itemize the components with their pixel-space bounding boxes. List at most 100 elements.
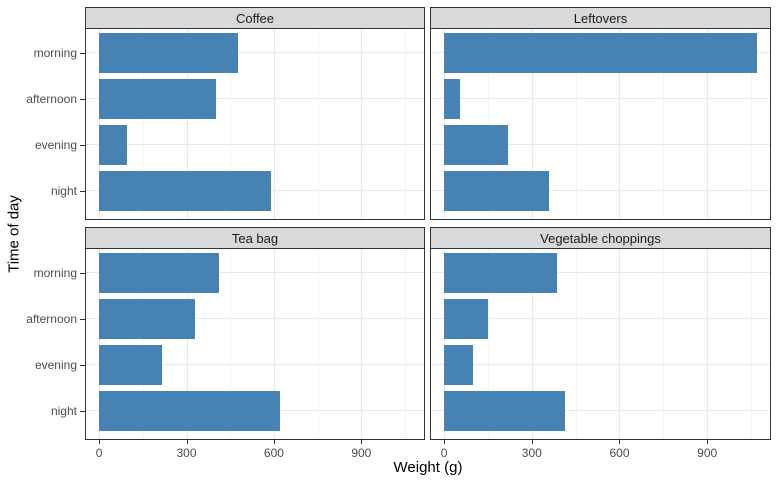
bar-coffee-afternoon [99, 78, 216, 119]
gridline-minor [575, 29, 577, 219]
gridline-minor [230, 29, 232, 219]
gridline-horizontal [431, 190, 770, 191]
facet-panel-coffee [85, 29, 425, 220]
bar-tea-bag-evening [99, 344, 162, 385]
bar-tea-bag-afternoon [99, 298, 196, 339]
facet-strip-tea-bag: Tea bag [85, 227, 425, 249]
y-tick-mark [80, 318, 85, 320]
x-tick-label: 300 [521, 446, 542, 460]
gridline-minor [405, 249, 407, 439]
x-tick-mark [444, 440, 446, 444]
y-tick-mark [80, 364, 85, 366]
gridline-minor [751, 29, 752, 219]
y-tick-mark [80, 144, 85, 146]
y-tick-label: evening [34, 137, 77, 152]
y-tick-mark [80, 272, 85, 274]
x-tick-label: 900 [697, 446, 718, 460]
facet-strip-label: Tea bag [231, 230, 279, 246]
gridline-minor [663, 29, 665, 219]
bar-tea-bag-morning [99, 252, 219, 293]
bar-coffee-night [99, 170, 272, 211]
x-tick-label: 600 [609, 446, 630, 460]
bar-coffee-morning [99, 32, 238, 73]
gridline-horizontal [431, 364, 770, 365]
gridline-horizontal [86, 52, 424, 53]
gridline-minor [575, 249, 577, 439]
y-tick-label: evening [34, 357, 77, 372]
bar-vegetable-choppings-evening [444, 344, 474, 385]
gridline-major [707, 29, 709, 219]
facet-strip-leftovers: Leftovers [430, 7, 771, 29]
gridline-minor [751, 249, 752, 439]
x-axis-title: Weight (g) [393, 459, 463, 476]
facet-strip-label: Coffee [235, 10, 275, 26]
y-axis-title: Time of day [5, 195, 23, 273]
gridline-minor [142, 249, 144, 439]
x-tick-label: 0 [95, 446, 103, 460]
y-tick-mark [80, 52, 85, 54]
gridline-horizontal [86, 318, 424, 319]
y-tick-label: morning [33, 45, 77, 60]
facet-panel-tea-bag [85, 249, 425, 440]
x-axis-bottom-right: 0 300 600 900 [431, 440, 770, 462]
gridline-major [273, 249, 275, 439]
y-tick-mark [80, 190, 85, 192]
facet-vegetable-choppings: Vegetable choppings [430, 227, 771, 440]
gridline-horizontal [431, 410, 770, 411]
x-tick-label: 0 [440, 446, 448, 460]
gridline-horizontal [86, 364, 424, 365]
x-tick-label: 600 [263, 446, 284, 460]
facet-tea-bag: Tea bag [85, 227, 425, 440]
y-tick-label: afternoon [26, 91, 77, 106]
bar-vegetable-choppings-morning [444, 252, 557, 293]
gridline-minor [405, 29, 407, 219]
gridline-major [361, 29, 363, 219]
y-tick-mark [80, 98, 85, 100]
gridline-major [531, 29, 533, 219]
gridline-horizontal [86, 272, 424, 273]
facet-panel-leftovers [430, 29, 771, 220]
gridline-major [619, 249, 621, 439]
x-tick-mark [273, 440, 275, 444]
bar-coffee-evening [99, 124, 127, 165]
y-tick-label: night [50, 403, 77, 418]
gridline-major [186, 249, 188, 439]
bar-leftovers-evening [444, 124, 509, 165]
gridline-horizontal [86, 144, 424, 145]
x-tick-mark [99, 440, 101, 444]
gridline-major [531, 249, 533, 439]
gridline-horizontal [86, 98, 424, 99]
gridline-minor [317, 249, 319, 439]
bar-tea-bag-night [99, 390, 280, 431]
facet-strip-coffee: Coffee [85, 7, 425, 29]
bar-vegetable-choppings-night [444, 390, 566, 431]
x-tick-label: 300 [176, 446, 197, 460]
bar-vegetable-choppings-afternoon [444, 298, 488, 339]
gridline-major [99, 249, 101, 439]
gridline-horizontal [431, 144, 770, 145]
gridline-major [99, 29, 101, 219]
y-tick-label: night [50, 183, 77, 198]
gridline-major [186, 29, 188, 219]
gridline-horizontal [431, 318, 770, 319]
bar-leftovers-morning [444, 32, 757, 73]
gridline-minor [317, 29, 319, 219]
gridline-major [273, 29, 275, 219]
facet-panel-vegetable-choppings [430, 249, 771, 440]
facet-strip-label: Leftovers [573, 10, 628, 26]
gridline-horizontal [431, 272, 770, 273]
x-tick-mark [531, 440, 533, 444]
gridline-minor [142, 29, 144, 219]
facet-coffee: Coffee [85, 7, 425, 220]
gridline-major [444, 249, 446, 439]
gridline-minor [663, 249, 665, 439]
x-tick-mark [707, 440, 709, 444]
x-axis-bottom-left: 0 300 600 900 [86, 440, 424, 462]
gridline-minor [230, 249, 232, 439]
facet-strip-vegetable-choppings: Vegetable choppings [430, 227, 771, 249]
x-tick-mark [619, 440, 621, 444]
gridline-major [707, 249, 709, 439]
gridline-major [619, 29, 621, 219]
facet-leftovers: Leftovers [430, 7, 771, 220]
